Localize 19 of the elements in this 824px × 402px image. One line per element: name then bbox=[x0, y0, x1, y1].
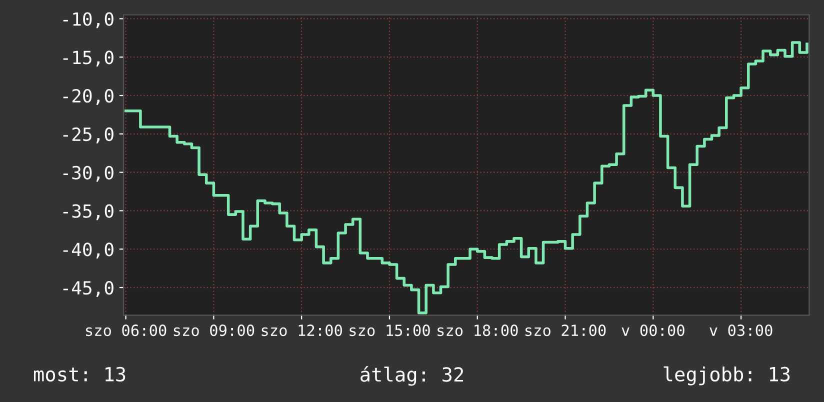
y-tick-label: -10,0 bbox=[63, 12, 114, 28]
text: átlag: 32 bbox=[360, 366, 464, 386]
text: most: 13 bbox=[34, 366, 126, 382]
x-tick-label: szo 15:00 bbox=[350, 324, 430, 336]
x-tick-label: v 03:00 bbox=[710, 324, 772, 336]
y-tick-label: -15,0 bbox=[63, 50, 114, 67]
text: legjobb: 13 bbox=[664, 366, 790, 386]
x-tick-label: szo 21:00 bbox=[525, 324, 606, 336]
y-tick-label: -25,0 bbox=[63, 127, 114, 144]
x-tick-label: szo 06:00 bbox=[86, 324, 166, 336]
x-tick-label: szo 12:00 bbox=[262, 324, 342, 336]
y-tick-label: -45,0 bbox=[63, 281, 114, 297]
x-tick-label: szo 09:00 bbox=[174, 324, 254, 336]
x-tick-label: v 00:00 bbox=[622, 324, 684, 336]
y-tick-label: -35,0 bbox=[63, 204, 114, 220]
y-tick-label: -30,0 bbox=[63, 166, 114, 182]
x-tick-label: szo 18:00 bbox=[438, 324, 518, 336]
y-tick-label: -40,0 bbox=[63, 242, 114, 259]
y-tick-label: -20,0 bbox=[63, 89, 114, 105]
